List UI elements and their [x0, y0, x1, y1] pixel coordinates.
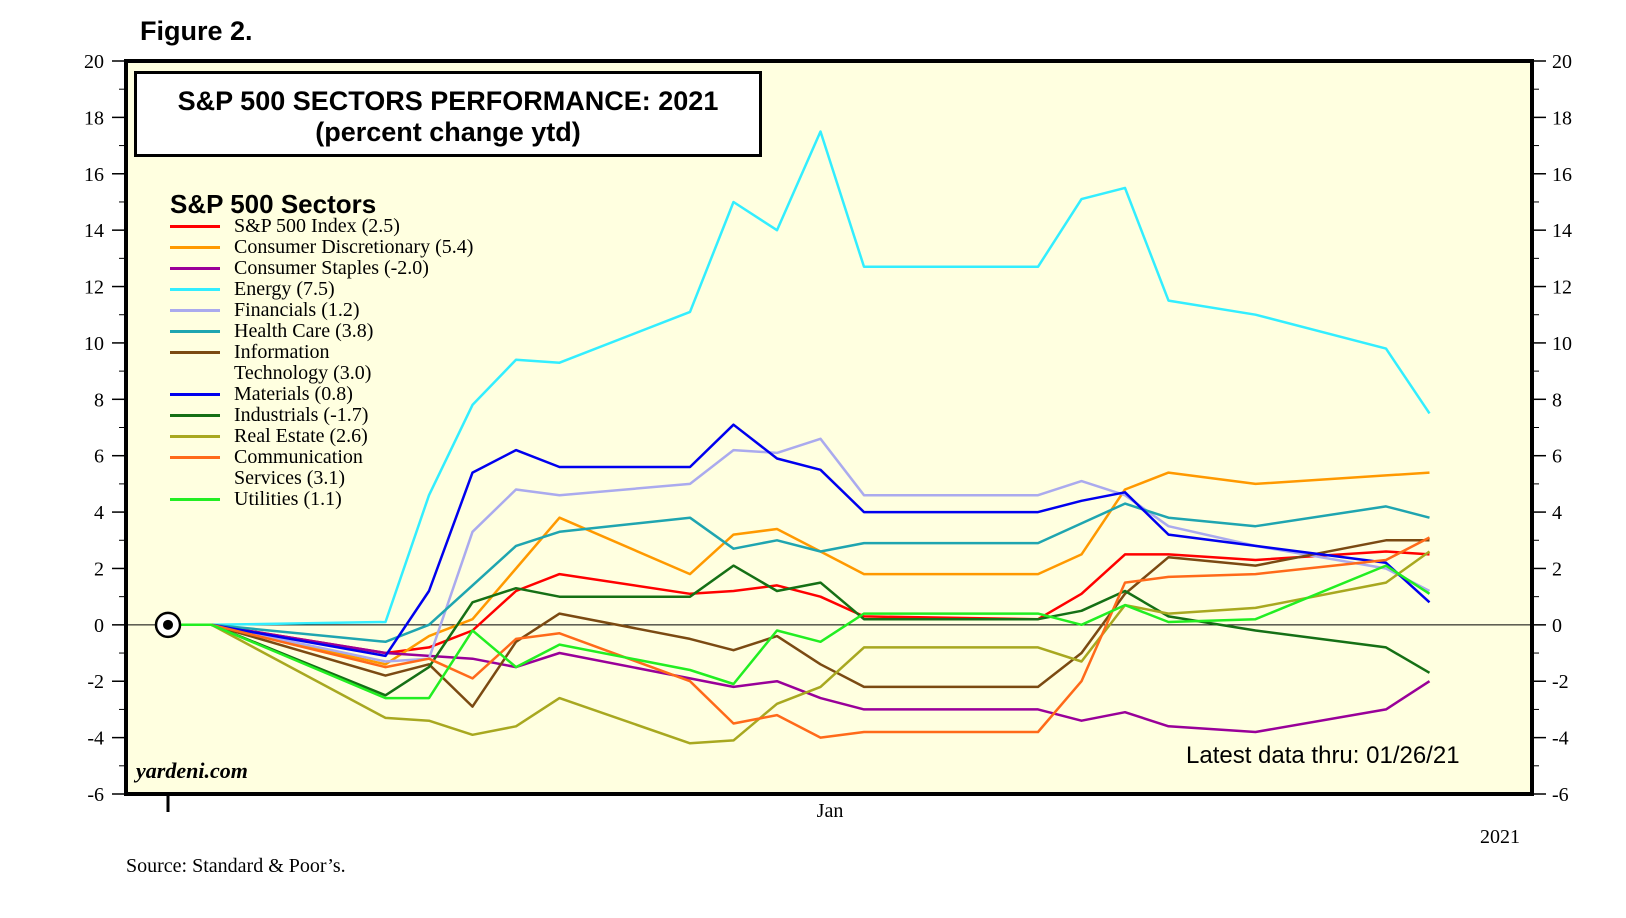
y-tick-label-right: 12 — [1552, 277, 1572, 299]
legend-item: Industrials (-1.7) — [170, 405, 473, 426]
legend-swatch — [170, 393, 220, 396]
y-ticks-right: -6 -4 -2 0 2 4 6 8 10 12 14 16 18 20 — [1532, 51, 1572, 806]
latest-data-note: Latest data thru: 01/26/21 — [1186, 742, 1460, 769]
brand-label: yardeni.com — [136, 758, 248, 783]
y-tick-label-left: -4 — [87, 728, 104, 750]
series-line — [168, 564, 1431, 700]
series-line — [168, 502, 1430, 644]
x-year-label: 2021 — [1480, 826, 1520, 848]
y-tick-label-right: 6 — [1552, 446, 1562, 468]
legend-label: Financials (1.2) — [234, 299, 360, 321]
y-tick-label-left: 4 — [94, 502, 104, 524]
y-tick-label-right: 10 — [1552, 333, 1572, 355]
y-tick-label-left: 12 — [84, 277, 104, 299]
legend-swatch — [170, 456, 220, 459]
y-tick-label-left: 0 — [94, 615, 104, 637]
y-tick-label-left: 20 — [84, 51, 104, 73]
legend-swatch — [170, 288, 220, 291]
legend-label: Industrials (-1.7) — [234, 404, 369, 426]
legend-swatch — [170, 351, 220, 354]
legend-item: Communication Services (3.1) — [170, 447, 473, 489]
x-tick-jan: Jan — [817, 800, 844, 822]
legend-item: Consumer Discretionary (5.4) — [170, 237, 473, 258]
y-tick-label-left: 6 — [94, 446, 104, 468]
y-tick-label-left: 18 — [84, 107, 104, 129]
y-tick-label-right: 16 — [1552, 164, 1572, 186]
chart-title-box: S&P 500 SECTORS PERFORMANCE: 2021 (perce… — [134, 71, 762, 157]
y-tick-label-right: -6 — [1552, 784, 1569, 806]
legend-item: Utilities (1.1) — [170, 489, 473, 510]
legend-label: Utilities (1.1) — [234, 488, 342, 510]
legend-label: Consumer Staples (-2.0) — [234, 257, 429, 279]
legend-item: Energy (7.5) — [170, 279, 473, 300]
legend-label: S&P 500 Index (2.5) — [234, 215, 400, 237]
legend-item: Real Estate (2.6) — [170, 426, 473, 447]
figure-label: Figure 2. — [140, 16, 253, 46]
legend-swatch — [170, 435, 220, 438]
y-tick-label-left: -6 — [87, 784, 104, 806]
y-tick-label-right: -2 — [1552, 671, 1569, 693]
legend-swatch — [170, 498, 220, 501]
legend-item: Materials (0.8) — [170, 384, 473, 405]
legend-label: Consumer Discretionary (5.4) — [234, 236, 474, 258]
legend-item: S&P 500 Index (2.5) — [170, 216, 473, 237]
series-line — [168, 550, 1430, 655]
legend-label-cont: Technology (3.0) — [234, 362, 372, 384]
legend-title: S&P 500 Sectors — [170, 189, 377, 219]
legend: S&P 500 Sectors S&P 500 Index (2.5) Consu… — [170, 190, 473, 510]
y-tick-label-left: 14 — [84, 220, 104, 242]
y-tick-label-right: 8 — [1552, 389, 1562, 411]
legend-label: Information — [234, 341, 330, 363]
series-line — [168, 564, 1431, 697]
chart-title: S&P 500 SECTORS PERFORMANCE: 2021 — [177, 86, 719, 116]
y-tick-label-right: -4 — [1552, 728, 1569, 750]
plot-background — [124, 59, 1534, 796]
legend-swatch — [170, 330, 220, 333]
legend-label: Communication — [234, 446, 363, 468]
legend-swatch — [170, 246, 220, 249]
series-lines — [168, 130, 1431, 745]
y-tick-label-right: 4 — [1552, 502, 1562, 524]
start-marker-dot — [163, 619, 173, 630]
y-tick-label-left: 16 — [84, 164, 104, 186]
y-tick-label-left: -2 — [87, 671, 104, 693]
y-tick-label-right: 2 — [1552, 558, 1562, 580]
legend-swatch — [170, 267, 220, 270]
series-line — [168, 423, 1431, 658]
legend-label-cont: Services (3.1) — [234, 467, 346, 489]
legend-label: Materials (0.8) — [234, 383, 353, 405]
series-line — [168, 536, 1431, 739]
legend-item: Information Technology (3.0) — [170, 342, 473, 384]
source-note: Source: Standard & Poor’s. — [126, 855, 346, 877]
series-line — [168, 130, 1431, 627]
y-tick-label-right: 18 — [1552, 107, 1572, 129]
y-tick-label-right: 0 — [1552, 615, 1562, 637]
series-line — [168, 471, 1430, 666]
legend-label: Energy (7.5) — [234, 278, 335, 300]
y-tick-label-left: 2 — [94, 558, 104, 580]
legend-swatch — [170, 225, 220, 228]
legend-item: Financials (1.2) — [170, 300, 473, 321]
chart-subtitle: (percent change ytd) — [315, 117, 581, 147]
y-tick-label-right: 14 — [1552, 220, 1572, 242]
legend-label: Health Care (3.8) — [234, 320, 374, 342]
start-marker — [154, 611, 182, 639]
series-line — [168, 550, 1431, 745]
legend-item: Consumer Staples (-2.0) — [170, 258, 473, 279]
y-ticks-left: -6 -4 -2 0 2 4 6 8 10 12 14 16 18 20 — [84, 51, 1539, 806]
legend-swatch — [170, 309, 220, 312]
y-tick-label-left: 10 — [84, 333, 104, 355]
legend-swatch — [170, 414, 220, 417]
y-tick-label-left: 8 — [94, 389, 104, 411]
legend-item: Health Care (3.8) — [170, 321, 473, 342]
series-line — [168, 539, 1430, 708]
y-tick-label-right: 20 — [1552, 51, 1572, 73]
legend-label: Real Estate (2.6) — [234, 425, 368, 447]
